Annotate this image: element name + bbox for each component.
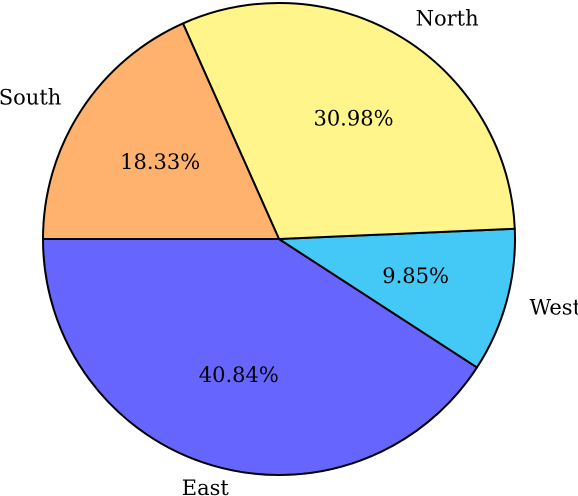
pie-slices — [42, 2, 516, 476]
value-label-east: 40.84% — [199, 363, 279, 387]
pie-labels: 40.84% East 9.85% West 30.98% North 18.33% Sout… — [0, 6, 578, 496]
value-label-west: 9.85% — [382, 264, 449, 288]
value-label-south: 18.33% — [120, 150, 200, 174]
value-label-north: 30.98% — [313, 107, 393, 131]
slice-west — [278, 227, 516, 369]
slice-south — [42, 22, 280, 240]
slice-north — [181, 2, 516, 240]
category-label-north: North — [416, 6, 479, 30]
category-label-west: West — [530, 295, 578, 319]
category-label-south: South — [0, 86, 61, 110]
category-label-east: East — [182, 476, 230, 496]
